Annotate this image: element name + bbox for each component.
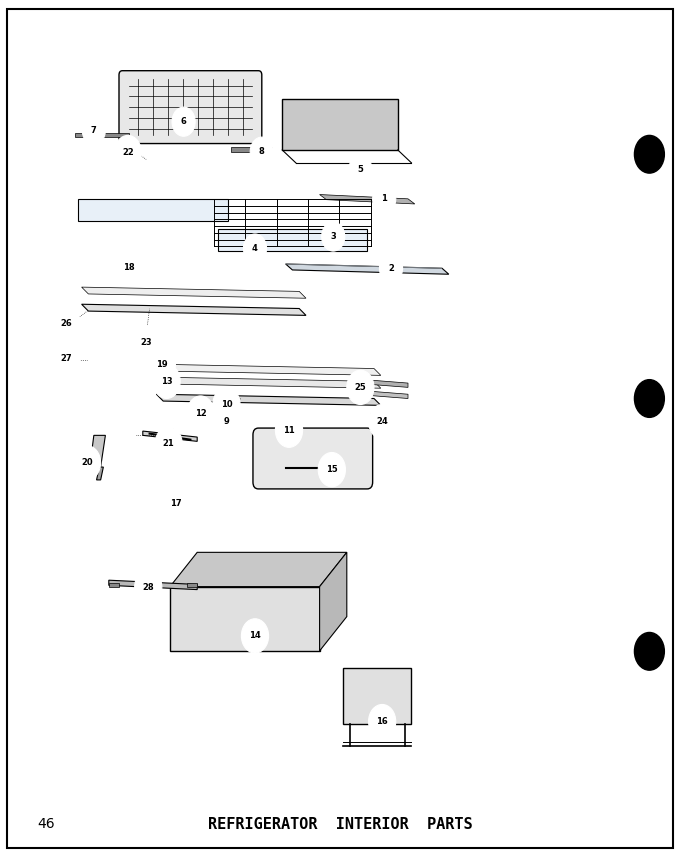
Polygon shape (165, 493, 184, 506)
Text: 20: 20 (81, 458, 93, 467)
Text: 18: 18 (123, 263, 135, 272)
Circle shape (322, 222, 345, 251)
Text: 25: 25 (354, 383, 367, 392)
Polygon shape (187, 583, 197, 587)
Polygon shape (109, 580, 197, 590)
Circle shape (275, 413, 303, 447)
Polygon shape (286, 264, 449, 274)
Circle shape (73, 446, 101, 480)
Circle shape (373, 184, 396, 213)
Circle shape (114, 135, 141, 170)
Text: 4: 4 (252, 244, 258, 253)
Circle shape (135, 570, 162, 604)
Polygon shape (170, 553, 347, 586)
Text: 8: 8 (259, 147, 265, 156)
Circle shape (250, 137, 273, 166)
Circle shape (347, 370, 374, 405)
Text: REFRIGERATOR  INTERIOR  PARTS: REFRIGERATOR INTERIOR PARTS (207, 817, 473, 832)
FancyBboxPatch shape (119, 71, 262, 144)
Polygon shape (286, 264, 442, 268)
Bar (282, 99, 398, 150)
Text: 46: 46 (37, 818, 55, 831)
Circle shape (172, 107, 195, 136)
Circle shape (369, 704, 396, 739)
Circle shape (187, 396, 214, 430)
Circle shape (215, 407, 238, 436)
FancyBboxPatch shape (253, 428, 373, 488)
Circle shape (634, 135, 664, 173)
Text: 14: 14 (249, 632, 261, 640)
Text: 11: 11 (283, 426, 295, 434)
Polygon shape (82, 287, 306, 298)
Polygon shape (90, 435, 105, 467)
Circle shape (162, 486, 189, 520)
Circle shape (153, 364, 180, 399)
Polygon shape (320, 195, 415, 204)
Text: 23: 23 (140, 339, 152, 347)
Text: 1: 1 (381, 195, 387, 203)
Polygon shape (354, 390, 408, 399)
Text: 12: 12 (194, 409, 207, 417)
Polygon shape (354, 379, 408, 387)
Text: 2: 2 (388, 264, 394, 273)
Text: 17: 17 (169, 499, 182, 507)
Polygon shape (143, 431, 197, 441)
Circle shape (53, 341, 80, 375)
Circle shape (634, 380, 664, 417)
Text: 16: 16 (376, 717, 388, 726)
Circle shape (116, 250, 143, 285)
Circle shape (349, 155, 372, 184)
Circle shape (243, 234, 267, 263)
Polygon shape (231, 147, 272, 152)
Text: 19: 19 (156, 360, 168, 369)
Text: 15: 15 (326, 465, 338, 474)
Polygon shape (320, 553, 347, 651)
Polygon shape (82, 304, 306, 315)
Circle shape (141, 327, 152, 341)
Text: 28: 28 (142, 583, 154, 591)
Circle shape (369, 405, 396, 439)
Bar (78, 200, 228, 221)
Circle shape (82, 116, 105, 145)
Bar (218, 229, 367, 251)
Polygon shape (109, 583, 119, 587)
Text: 13: 13 (160, 377, 173, 386)
Text: 7: 7 (91, 126, 97, 135)
Polygon shape (156, 394, 381, 405)
Polygon shape (156, 364, 381, 375)
Text: 22: 22 (122, 148, 134, 157)
Circle shape (53, 307, 80, 341)
Circle shape (241, 619, 269, 653)
Text: 9: 9 (224, 417, 229, 426)
Polygon shape (97, 467, 103, 480)
Circle shape (634, 632, 664, 670)
Circle shape (213, 387, 240, 422)
Text: 10: 10 (220, 400, 233, 409)
Circle shape (148, 347, 175, 381)
Polygon shape (75, 133, 129, 137)
Circle shape (155, 427, 182, 461)
Text: 21: 21 (163, 440, 175, 448)
Circle shape (379, 254, 403, 283)
Circle shape (318, 452, 345, 487)
Text: 6: 6 (181, 117, 186, 126)
Text: 27: 27 (61, 354, 73, 363)
Text: 26: 26 (61, 320, 73, 328)
Text: 3: 3 (330, 232, 336, 241)
Circle shape (133, 326, 160, 360)
Bar (170, 586, 320, 651)
Text: 5: 5 (358, 165, 363, 174)
Bar (343, 668, 411, 724)
Polygon shape (156, 377, 381, 388)
Text: 24: 24 (376, 417, 388, 426)
